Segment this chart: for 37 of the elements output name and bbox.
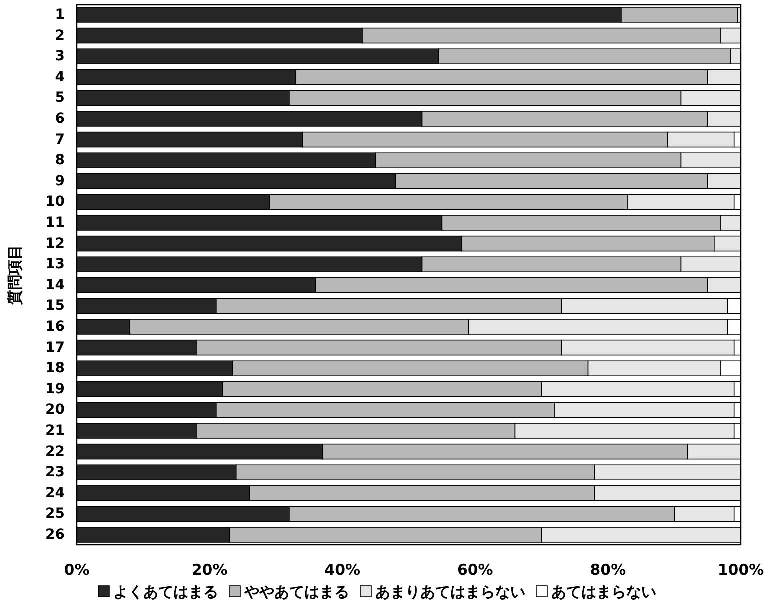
y-tick-label: 17 xyxy=(46,340,65,356)
x-tick-label: 80% xyxy=(590,561,626,579)
y-tick-label: 4 xyxy=(55,69,66,86)
legend-label: よくあてはまる xyxy=(114,583,218,601)
y-tick-label: 22 xyxy=(46,444,65,460)
x-tick-label: 0% xyxy=(64,561,90,579)
y-axis-title: 質問項目 xyxy=(6,245,24,306)
y-tick-label: 25 xyxy=(46,506,65,522)
y-tick-label: 10 xyxy=(46,194,66,210)
y-tick-label: 13 xyxy=(46,256,65,273)
y-tick-label: 24 xyxy=(46,485,66,502)
y-tick-label: 2 xyxy=(55,28,65,44)
y-tick-label: 19 xyxy=(46,381,65,398)
y-tick-label: 8 xyxy=(55,152,65,169)
y-tick-label: 15 xyxy=(46,298,65,314)
y-tick-label: 14 xyxy=(46,277,66,294)
y-tick-label: 18 xyxy=(46,360,65,377)
x-tick-label: 60% xyxy=(457,561,494,579)
y-tick-label: 5 xyxy=(55,90,65,106)
legend-label: ややあてはまる xyxy=(244,583,350,601)
x-tick-label: 40% xyxy=(324,561,361,579)
legend-label: あてはまらない xyxy=(552,583,656,601)
y-tick-label: 20 xyxy=(46,402,66,418)
y-tick-label: 11 xyxy=(46,214,65,231)
y-tick-label: 7 xyxy=(55,132,65,148)
y-tick-label: 16 xyxy=(46,319,65,336)
y-tick-label: 26 xyxy=(46,527,65,544)
x-tick-label: 100% xyxy=(718,561,764,579)
y-tick-label: 9 xyxy=(55,173,65,190)
y-tick-label: 6 xyxy=(55,110,65,127)
y-tick-label: 23 xyxy=(46,464,65,481)
y-tick-label: 21 xyxy=(46,423,65,440)
legend-label: あまりあてはまらない xyxy=(376,583,526,601)
x-tick-label: 20% xyxy=(192,561,228,579)
y-tick-label: 3 xyxy=(55,48,65,65)
y-tick-label: 1 xyxy=(55,6,65,23)
y-tick-label: 12 xyxy=(46,236,65,252)
